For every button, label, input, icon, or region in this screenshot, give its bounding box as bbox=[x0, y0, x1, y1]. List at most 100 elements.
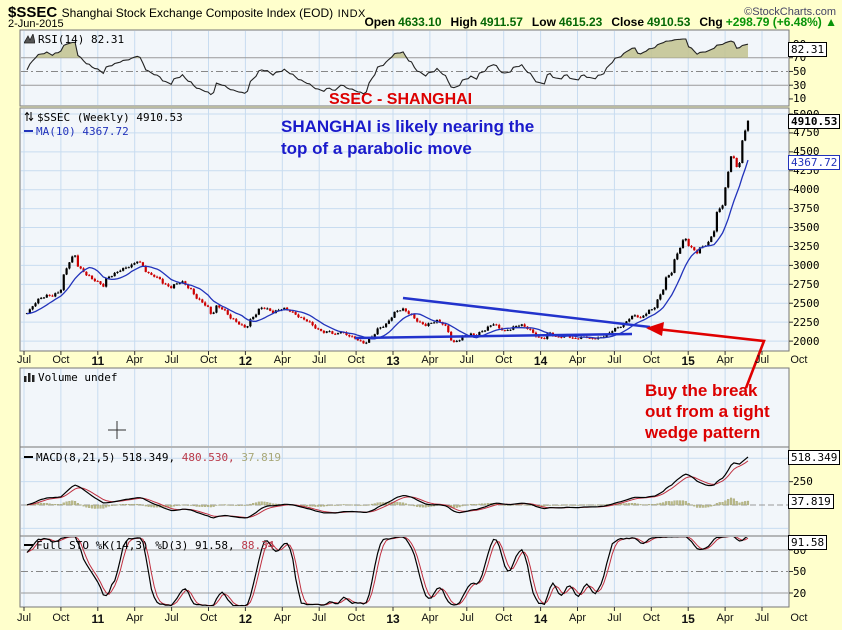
macd-value-tag: 518.349 bbox=[788, 450, 841, 465]
x-axis-label: Apr bbox=[273, 612, 291, 624]
x-axis-label: Apr bbox=[568, 612, 587, 624]
updown-arrows-icon bbox=[24, 111, 34, 122]
rsi-legend: RSI(14) 82.31 bbox=[24, 33, 124, 46]
quote-label: Open bbox=[364, 15, 396, 29]
quote-value: 4615.23 bbox=[558, 15, 603, 29]
x-axis-label: 11 bbox=[91, 612, 105, 626]
annotation-blue-text: SHANGHAI is likely nearing the top of a … bbox=[281, 117, 535, 158]
rsi-series bbox=[26, 38, 749, 96]
x-axis-label: Jul bbox=[754, 354, 770, 366]
x-axis-label: Apr bbox=[421, 612, 439, 624]
x-axis-label: Jul bbox=[16, 354, 32, 366]
y-axis-label: 2250 bbox=[793, 315, 820, 329]
x-axis-label: Oct bbox=[790, 354, 808, 366]
y-axis-label: 50 bbox=[793, 565, 807, 578]
x-axis-label: Jul bbox=[16, 612, 32, 624]
chart-title: Shanghai Stock Exchange Composite Index … bbox=[61, 6, 334, 20]
wedge-upper-trendline bbox=[402, 296, 651, 329]
quote-label: High bbox=[450, 15, 478, 29]
x-axis-label: Jul bbox=[459, 612, 474, 624]
vertical-gridlines bbox=[23, 31, 763, 606]
wedge-lower-trendline bbox=[354, 332, 633, 340]
x-axis-label: Oct bbox=[52, 354, 70, 366]
x-axis-label: Oct bbox=[495, 612, 513, 624]
x-axis-label: 14 bbox=[533, 354, 548, 368]
x-axis-label: Jul bbox=[164, 354, 179, 366]
x-axis-label: Jul bbox=[607, 612, 622, 624]
area-chart-icon bbox=[24, 34, 35, 44]
quote-value: 4910.53 bbox=[647, 15, 691, 29]
x-axis-label: Oct bbox=[642, 612, 660, 624]
x-axis-label: 12 bbox=[238, 612, 253, 626]
y-axis-label: 50 bbox=[793, 64, 807, 78]
quote-date: 2-Jun-2015 bbox=[8, 18, 64, 30]
buy-arrow-head bbox=[646, 322, 664, 336]
y-axis-label: 250 bbox=[793, 475, 813, 489]
chg-value: +298.79 (+6.48%) ▲ bbox=[725, 15, 837, 29]
macd-hist-tag: 37.819 bbox=[788, 494, 834, 509]
x-axis-label: Oct bbox=[347, 612, 365, 624]
y-axis-label: 2750 bbox=[793, 277, 820, 291]
bar-chart-icon bbox=[24, 373, 35, 382]
price-panel bbox=[19, 107, 790, 352]
drawn-annotations bbox=[108, 296, 766, 439]
x-axis-label: 15 bbox=[681, 354, 695, 368]
x-axis-label: Jul bbox=[459, 354, 474, 366]
x-axis-label: 15 bbox=[681, 612, 695, 626]
y-axis-label: 20 bbox=[793, 586, 807, 600]
ma-legend: MA(10) 4367.72 bbox=[24, 125, 129, 138]
x-axis-label: Jul bbox=[312, 612, 327, 624]
macd-legend: MACD(8,21,5) 518.349, 480.530, 37.819 bbox=[24, 451, 281, 464]
annotation-buy-text: Buy the break out from a tight wedge pat… bbox=[645, 381, 770, 442]
candlestick-series bbox=[25, 120, 750, 345]
x-axis-label: Apr bbox=[126, 612, 144, 624]
exchange-label: INDX bbox=[337, 8, 366, 20]
x-axis-label: Oct bbox=[347, 354, 365, 366]
x-axis-label: Jul bbox=[607, 354, 622, 366]
line-swatch-icon bbox=[24, 544, 33, 546]
x-axis-label: Oct bbox=[199, 612, 218, 624]
x-axis-label: Oct bbox=[199, 354, 218, 366]
ohlc-quote-row: Open 4633.10 High 4911.57 Low 4615.23 Close 491… bbox=[355, 15, 837, 29]
x-axis-label: 14 bbox=[533, 612, 548, 626]
macd-panel bbox=[19, 446, 790, 537]
x-axis-label: Apr bbox=[716, 612, 734, 624]
line-swatch-icon bbox=[24, 456, 33, 458]
x-axis-label: Oct bbox=[495, 354, 513, 366]
x-axis-label: 13 bbox=[386, 354, 400, 368]
sto-value-tag: 91.58 bbox=[788, 535, 828, 550]
x-axis-label: Apr bbox=[568, 354, 587, 366]
rsi-overbought-fill bbox=[27, 39, 748, 58]
price-value-tag: 4910.53 bbox=[788, 114, 841, 129]
quote-value: 4633.10 bbox=[398, 15, 442, 29]
x-axis-label: Apr bbox=[421, 354, 439, 366]
x-axis-label: 13 bbox=[386, 612, 400, 626]
ma10-line bbox=[26, 159, 749, 340]
x-axis-label: Apr bbox=[273, 354, 291, 366]
y-axis-label: 4000 bbox=[793, 183, 820, 197]
price-legend: $SSEC (Weekly) 4910.53 bbox=[24, 111, 183, 124]
line-swatch-icon bbox=[24, 130, 33, 132]
y-axis-label: 4750 bbox=[793, 126, 820, 140]
y-axis-label: 3250 bbox=[793, 239, 820, 253]
sto-series bbox=[26, 537, 749, 606]
y-axis-label: 3000 bbox=[793, 258, 820, 272]
rsi-panel bbox=[19, 29, 790, 107]
y-axis-label: 2500 bbox=[793, 296, 820, 310]
x-axis-label: Jul bbox=[312, 354, 327, 366]
macd-series bbox=[25, 456, 750, 519]
y-axis-label: 30 bbox=[793, 78, 807, 92]
x-axis-label: Jul bbox=[164, 612, 179, 624]
chart-header: $SSEC Shanghai Stock Exchange Composite … bbox=[8, 4, 366, 22]
volume-legend: Volume undef bbox=[24, 371, 117, 384]
x-axis-label: 11 bbox=[91, 354, 105, 368]
y-axis-label: 3500 bbox=[793, 221, 820, 235]
rsi-line bbox=[26, 38, 749, 96]
x-axis-label: Apr bbox=[716, 354, 734, 366]
macd-line bbox=[26, 456, 749, 519]
x-axis-label: Oct bbox=[52, 612, 70, 624]
quote-label: Low bbox=[531, 15, 556, 29]
y-axis-label: 2000 bbox=[793, 334, 820, 348]
